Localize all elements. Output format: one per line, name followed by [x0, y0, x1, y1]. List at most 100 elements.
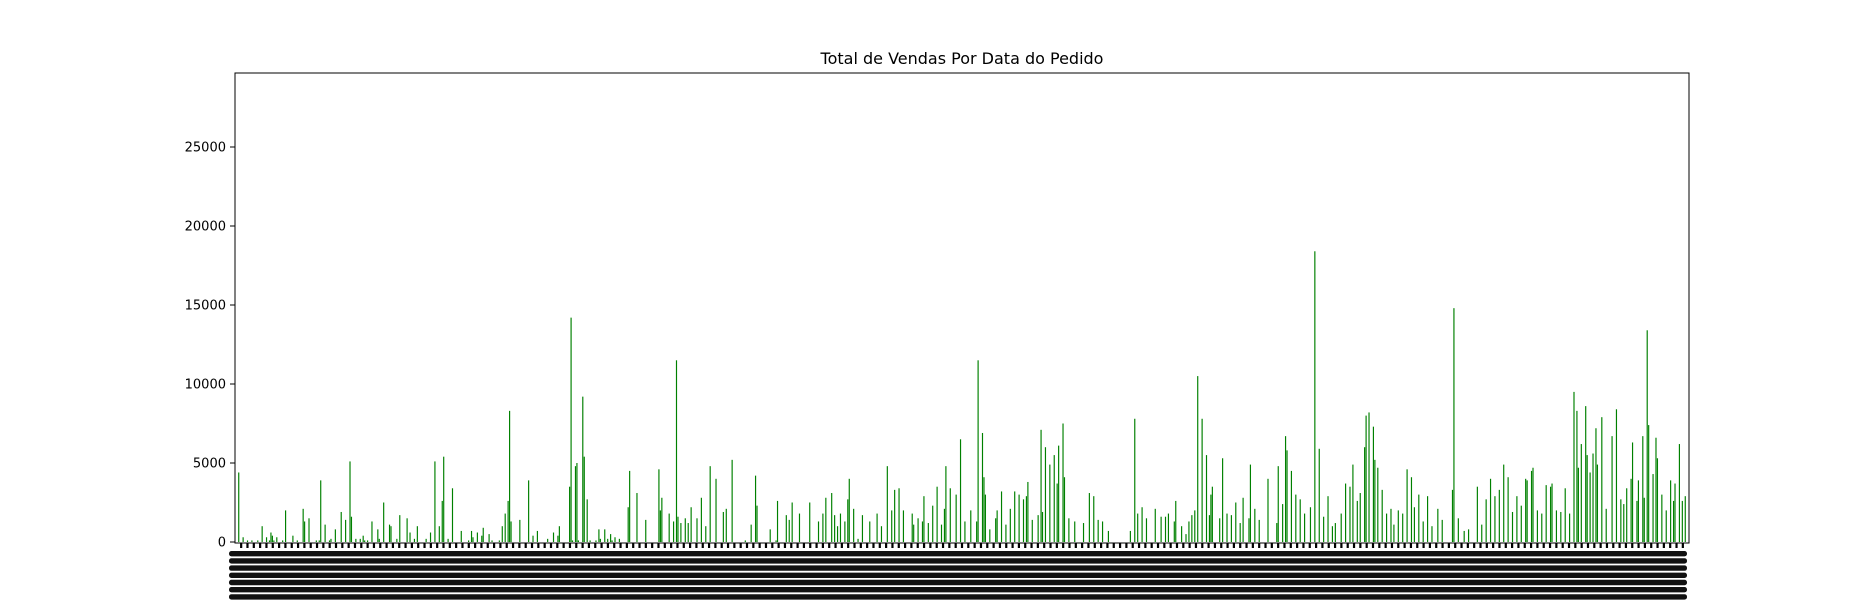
bar: [949, 488, 951, 542]
bar: [861, 515, 864, 542]
bar: [1235, 502, 1237, 542]
bar: [1181, 526, 1183, 542]
bar: [898, 488, 900, 542]
bar: [614, 537, 616, 542]
bar: [1427, 496, 1429, 542]
bar: [1560, 511, 1562, 542]
bar: [1525, 478, 1527, 542]
bar: [715, 478, 717, 542]
bar: [1390, 508, 1392, 542]
bar: [1397, 510, 1399, 542]
bar: [308, 518, 310, 542]
bar: [362, 535, 364, 542]
bar: [1154, 508, 1156, 542]
bar: [1586, 455, 1588, 542]
bar: [659, 510, 661, 542]
bar: [268, 540, 271, 542]
bar: [1511, 511, 1514, 542]
bar: [1191, 515, 1193, 542]
bar: [1248, 518, 1250, 542]
bar: [913, 524, 915, 542]
bar: [1577, 467, 1579, 542]
bar: [1160, 516, 1162, 542]
bar: [1601, 417, 1603, 542]
bar: [923, 496, 925, 542]
bar: [406, 518, 408, 542]
bar: [1393, 524, 1395, 542]
bar: [330, 538, 332, 542]
bar: [472, 537, 474, 542]
bar: [1481, 524, 1483, 542]
bar: [1063, 477, 1066, 542]
bar: [1620, 499, 1622, 542]
bar: [577, 540, 579, 542]
bar: [429, 532, 432, 542]
bar: [1068, 518, 1070, 542]
bar: [1194, 510, 1196, 542]
bar: [607, 538, 609, 542]
bar: [528, 480, 530, 542]
bar: [769, 529, 771, 542]
bar: [1611, 436, 1613, 542]
bar: [785, 515, 787, 542]
x-tick-label-band: [229, 572, 1687, 578]
bar: [1652, 474, 1654, 542]
bar: [1101, 521, 1104, 542]
bar: [940, 524, 943, 542]
bar: [1309, 507, 1312, 542]
bar: [586, 499, 588, 542]
bar: [1318, 448, 1320, 542]
bar: [1340, 513, 1342, 542]
bar: [1585, 406, 1587, 542]
bar: [1646, 330, 1648, 542]
bar: [1277, 466, 1279, 542]
bar: [1580, 444, 1582, 542]
bar: [798, 513, 801, 542]
x-tick-label-band: [229, 558, 1687, 564]
bar: [1681, 500, 1683, 542]
bar: [1018, 494, 1020, 542]
y-tick-label: 5000: [193, 457, 226, 472]
bar: [1595, 428, 1597, 542]
x-axis-ticks: [229, 543, 1687, 600]
y-tick-label: 10000: [185, 378, 226, 393]
bar: [610, 534, 612, 542]
bar: [598, 529, 600, 542]
bar: [1589, 472, 1591, 542]
bar: [1410, 477, 1413, 542]
bar: [1485, 499, 1487, 542]
bar: [1526, 480, 1528, 542]
bar: [680, 523, 682, 542]
bar: [1457, 518, 1459, 542]
bar: [501, 526, 503, 542]
bar: [1197, 376, 1199, 542]
bar: [1532, 467, 1534, 542]
bar: [709, 466, 711, 542]
bar: [251, 540, 253, 542]
bar: [1541, 513, 1543, 542]
bar: [1276, 523, 1278, 542]
bar: [1642, 436, 1644, 542]
bar: [270, 532, 272, 542]
bar: [977, 360, 979, 542]
bar: [1374, 459, 1376, 542]
bar: [1164, 516, 1167, 542]
bar: [658, 469, 660, 542]
bar: [1498, 489, 1500, 542]
bar: [1314, 251, 1316, 542]
bar: [1082, 523, 1085, 542]
y-tick-label: 15000: [185, 299, 226, 314]
bar: [1573, 391, 1575, 542]
bar: [261, 526, 263, 542]
bar: [238, 472, 240, 542]
bar: [825, 497, 827, 542]
bar: [396, 538, 398, 542]
bar: [595, 540, 597, 542]
bar: [1630, 478, 1632, 542]
bar: [696, 518, 698, 542]
bar: [754, 475, 757, 542]
bar: [1141, 507, 1143, 542]
bar: [1323, 516, 1325, 542]
bar: [318, 540, 320, 542]
